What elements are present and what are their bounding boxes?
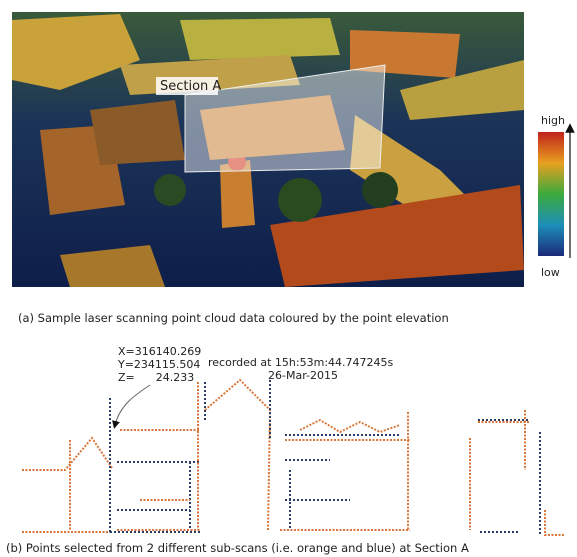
section-points-shape: [198, 380, 270, 530]
section-label: Section A: [160, 79, 221, 94]
date: 26-Mar-2015: [268, 369, 338, 382]
section-points-shape: [117, 430, 200, 530]
timestamp: recorded at 15h:53m:44.747245s: [208, 356, 394, 369]
colorbar: [538, 128, 570, 258]
section-points: [22, 380, 565, 535]
point-cloud-image: [12, 12, 524, 287]
caption-a: (a) Sample laser scanning point cloud da…: [18, 311, 449, 325]
point-cloud-image-shape: [278, 178, 322, 222]
section-points-shape: [285, 412, 410, 530]
section-points-shape: [205, 380, 270, 440]
colorbar-high: high: [541, 114, 565, 127]
caption-b: (b) Points selected from 2 different sub…: [6, 541, 469, 555]
point-cloud-image-shape: [154, 174, 186, 206]
colorbar-low: low: [541, 266, 560, 279]
section-points-shape: [115, 385, 150, 425]
point-cloud-image-shape: [90, 100, 185, 165]
section-points-shape: [22, 438, 112, 532]
section-points-shape: [478, 420, 540, 535]
point-cloud-image-shape: [180, 18, 340, 60]
coord-y: Y=234115.504: [117, 358, 200, 371]
colorbar-shape: [538, 132, 564, 256]
section-points-shape: [280, 410, 530, 530]
coord-x: X=316140.269: [118, 345, 201, 358]
figure: Section A high low (a) Sample laser scan…: [0, 0, 577, 557]
coord-z: Z= 24.233: [118, 371, 194, 384]
section-points-shape: [110, 398, 200, 532]
page: Section A high low (a) Sample laser scan…: [0, 0, 577, 557]
section-points-shape: [285, 435, 400, 530]
point-cloud-image-shape: [362, 172, 398, 208]
section-points-shape: [545, 510, 565, 535]
